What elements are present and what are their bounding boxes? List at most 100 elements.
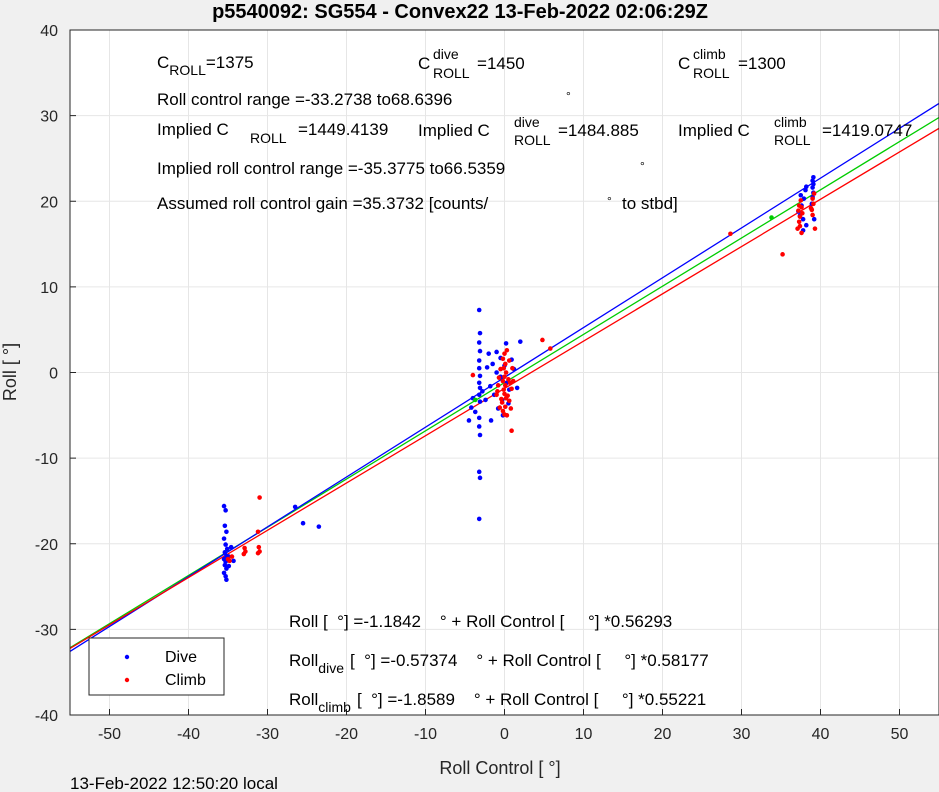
y-tick-labels: -40 -30 -20 -10 0 10 20 30 40 [35,23,58,725]
point-dive [226,563,232,569]
c-roll-dive-sub: ROLL [433,65,470,81]
point-dive [798,192,804,198]
point-dive [221,503,227,509]
point-dive [221,536,227,541]
chart-title: p5540092: SG554 - Convex22 13-Feb-2022 0… [212,1,708,23]
point-climb [241,551,247,557]
x-tick-label: -40 [177,726,200,743]
point-dive [477,330,483,336]
c-roll-climb-sub: ROLL [693,65,730,81]
point-dive [476,365,482,371]
point-climb [229,554,235,559]
point-climb [509,428,514,434]
equation-all: Roll [ °] =-1.1842 ° + Roll Control [ °]… [289,612,672,631]
equation-climb: Rollclimb[ °] =-1.8589 ° + Roll Control … [289,690,706,715]
point-climb [500,408,506,414]
point-dive [477,348,483,354]
point-climb [504,413,510,418]
point-climb [502,374,507,380]
point-climb [499,400,505,405]
point-dive [476,516,482,522]
degree-mark: ° [607,194,612,208]
point-dive [477,399,483,404]
point-climb [495,389,500,394]
point-climb [257,495,262,500]
point-climb [504,347,510,353]
point-dive [800,216,806,222]
y-tick-label: 40 [40,23,58,40]
x-tick-label: -20 [335,726,358,743]
implied-c-roll-climb-sup: climb [774,114,807,130]
x-tick-label: 40 [812,726,830,743]
point-fit-center [472,397,478,403]
c-roll-dive-sup: dive [433,46,459,62]
point-dive [466,418,472,423]
point-dive [222,550,228,555]
implied-c-roll-climb-value: =1419.0747 [822,121,912,140]
assumed-gain-tail: to stbd] [622,194,678,213]
point-climb [809,207,815,213]
legend-label-dive: Dive [165,649,197,666]
point-dive [223,573,228,579]
x-tick-label: 0 [500,726,509,743]
point-dive [476,340,482,345]
y-axis-label: Roll [ °] [0,343,20,401]
point-climb [540,337,545,343]
point-dive [222,523,228,529]
point-dive [488,418,494,423]
point-climb [256,544,262,550]
implied-range: Implied roll control range =-35.3775 to6… [157,159,505,178]
point-dive [476,424,482,429]
point-climb [502,351,507,356]
annotation-block-top: CROLL=1375 C dive ROLL =1450 C climb ROL… [157,46,912,213]
point-dive [494,370,499,375]
point-climb [500,378,506,384]
c-roll-climb-sup: climb [693,46,726,62]
point-dive [494,349,499,355]
x-tick-labels: -50 -40 -30 -20 -10 0 10 20 30 40 50 [98,726,909,743]
point-climb [496,375,502,380]
point-climb [502,361,508,367]
point-dive [476,415,482,421]
x-axis-label: Roll Control [ °] [439,758,560,778]
legend-box [88,637,225,696]
point-climb [501,387,507,392]
point-climb [470,372,476,378]
legend-marker-dive [124,654,130,660]
point-climb [242,545,247,551]
point-climb [495,383,501,388]
point-climb [728,231,733,237]
x-tick-label: -10 [414,726,437,743]
point-dive [803,184,809,189]
y-tick-label: 20 [40,194,58,211]
x-tick-label: -30 [256,726,279,743]
degree-mark: ° [566,89,571,103]
implied-c-roll-climb-sub: ROLL [774,132,811,148]
point-climb [798,198,804,203]
footer-timestamp: 13-Feb-2022 12:50:20 local [70,774,278,792]
point-dive [480,389,485,394]
point-dive [811,216,817,222]
implied-c-roll-dive-sub: ROLL [514,132,551,148]
point-climb [548,346,553,351]
point-climb [812,226,818,231]
point-climb [797,223,803,229]
point-climb [796,208,801,213]
point-climb [503,370,509,375]
point-climb [810,196,815,201]
point-dive [224,546,230,552]
plot-frame [69,29,939,716]
point-dive [810,185,815,190]
point-climb [799,204,804,210]
point-dive [316,524,322,529]
point-climb [497,405,503,410]
implied-c-roll-dive-sup: dive [514,114,540,130]
point-dive [477,475,483,481]
point-dive [476,307,482,313]
point-dive [487,383,493,389]
point-climb [508,406,514,411]
y-tick-label: 0 [49,366,58,383]
point-dive [231,558,236,564]
point-dive [803,187,808,193]
